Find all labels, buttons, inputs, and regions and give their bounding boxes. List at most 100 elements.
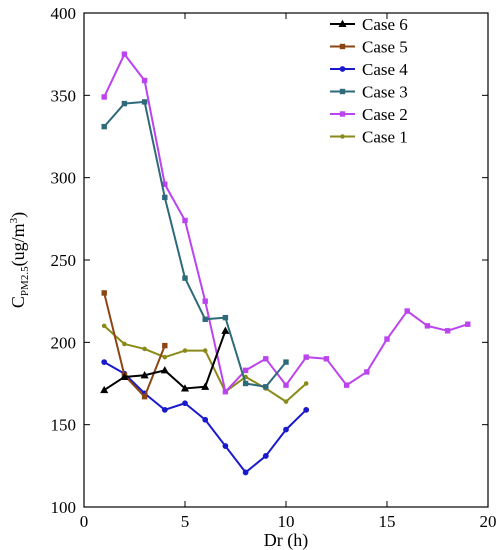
data-point-case-2 bbox=[202, 298, 208, 304]
y-tick-label: 250 bbox=[51, 251, 77, 270]
legend-item-case-5: Case 5 bbox=[330, 38, 408, 57]
data-point-case-6 bbox=[221, 326, 230, 334]
data-point-case-2 bbox=[182, 217, 188, 224]
data-point-case-3 bbox=[202, 316, 208, 322]
x-tick-label: 15 bbox=[379, 512, 396, 531]
series-line-case-1 bbox=[103, 325, 307, 403]
legend-swatch-marker bbox=[339, 43, 346, 50]
data-point-case-5 bbox=[101, 290, 107, 296]
series-line-case-2 bbox=[103, 53, 469, 393]
legend-item-case-4: Case 4 bbox=[330, 60, 408, 79]
data-point-case-2 bbox=[404, 308, 410, 314]
legend-label: Case 1 bbox=[362, 128, 408, 147]
data-point-case-3 bbox=[283, 359, 289, 365]
data-point-case-4 bbox=[161, 406, 168, 413]
data-point-case-3 bbox=[141, 99, 148, 105]
x-tick-label: 10 bbox=[278, 512, 295, 531]
data-point-case-6 bbox=[201, 382, 210, 390]
y-axis-label-sub: PM2.5 bbox=[19, 266, 31, 296]
x-tick-label: 0 bbox=[80, 512, 89, 531]
data-point-case-6 bbox=[100, 385, 109, 394]
data-point-case-1 bbox=[162, 354, 168, 360]
data-point-case-3 bbox=[101, 123, 107, 130]
y-axis-label-sup: 3 bbox=[8, 217, 20, 223]
data-point-case-6 bbox=[180, 384, 190, 392]
data-point-case-3 bbox=[222, 314, 229, 321]
data-point-case-2 bbox=[465, 321, 471, 327]
data-point-case-1 bbox=[101, 323, 107, 329]
y-axis-label-close: ) bbox=[8, 212, 29, 218]
series-layer bbox=[100, 51, 471, 476]
y-tick-label: 150 bbox=[51, 416, 77, 435]
data-point-case-4 bbox=[101, 359, 108, 365]
x-tick-label: 5 bbox=[181, 512, 190, 531]
data-point-case-6 bbox=[120, 372, 129, 380]
y-tick-label: 400 bbox=[51, 4, 77, 23]
y-axis-label: CPM2.5(ug/m3) bbox=[8, 212, 31, 308]
legend-item-case-1: Case 1 bbox=[330, 128, 408, 147]
legend-item-case-3: Case 3 bbox=[330, 83, 408, 102]
legend-label: Case 2 bbox=[362, 105, 408, 124]
data-point-case-4 bbox=[242, 469, 249, 476]
x-tick-label: 20 bbox=[480, 512, 497, 531]
data-point-case-2 bbox=[141, 77, 148, 84]
legend-label: Case 3 bbox=[362, 83, 408, 102]
legend-swatch-marker bbox=[339, 111, 346, 117]
data-point-case-6 bbox=[160, 366, 169, 374]
data-point-case-2 bbox=[424, 323, 431, 329]
legend-label: Case 4 bbox=[362, 60, 408, 79]
data-point-case-3 bbox=[263, 384, 269, 390]
legend-swatch-marker bbox=[340, 134, 345, 139]
data-point-case-6 bbox=[140, 371, 149, 379]
y-axis-label-unit: (ug/m bbox=[8, 223, 29, 266]
data-point-case-2 bbox=[343, 382, 350, 388]
data-point-case-3 bbox=[242, 380, 249, 387]
data-point-case-2 bbox=[242, 367, 249, 374]
data-point-case-4 bbox=[262, 453, 269, 459]
y-tick-label: 100 bbox=[51, 498, 77, 517]
y-tick-label: 300 bbox=[51, 169, 77, 188]
plot-frame bbox=[83, 12, 489, 508]
data-point-case-1 bbox=[182, 348, 188, 353]
series-line-case-6 bbox=[103, 330, 227, 391]
data-point-case-1 bbox=[142, 346, 147, 352]
series-case-3 bbox=[101, 99, 289, 390]
data-point-case-5 bbox=[162, 342, 168, 349]
y-tick-label: 350 bbox=[51, 86, 77, 105]
x-axis-label: Dr (h) bbox=[264, 530, 308, 550]
data-point-case-3 bbox=[162, 194, 168, 201]
series-line-case-5 bbox=[103, 292, 166, 398]
data-point-case-3 bbox=[121, 100, 128, 107]
series-case-2 bbox=[101, 51, 471, 395]
legend-label: Case 5 bbox=[362, 38, 408, 57]
plot-area bbox=[83, 12, 489, 508]
data-point-case-2 bbox=[101, 94, 107, 100]
series-case-1 bbox=[101, 323, 309, 404]
data-point-case-1 bbox=[283, 399, 289, 404]
data-point-case-2 bbox=[263, 356, 269, 362]
data-point-case-1 bbox=[303, 381, 309, 386]
series-line-case-3 bbox=[103, 100, 287, 388]
y-axis: 100 150 200 250 300 350 400 bbox=[51, 4, 488, 517]
data-point-case-2 bbox=[323, 356, 330, 362]
data-point-case-2 bbox=[303, 354, 309, 360]
y-tick-label: 200 bbox=[51, 333, 77, 352]
data-point-case-4 bbox=[182, 400, 188, 407]
legend-item-case-6: Case 6 bbox=[330, 15, 408, 34]
data-point-case-3 bbox=[182, 275, 188, 281]
data-point-case-2 bbox=[121, 51, 128, 57]
data-point-case-2 bbox=[384, 336, 390, 342]
legend-label: Case 6 bbox=[362, 15, 408, 34]
legend-swatch-marker bbox=[339, 66, 346, 72]
data-point-case-4 bbox=[303, 406, 310, 413]
data-point-case-1 bbox=[122, 341, 127, 347]
data-point-case-4 bbox=[222, 443, 229, 449]
series-case-6 bbox=[100, 326, 230, 394]
x-axis: 0 5 10 15 20 bbox=[80, 13, 497, 531]
legend: Case 6 Case 5 Case 4 Case 3 Case 2 Case 1 bbox=[330, 15, 408, 147]
y-axis-label-main: C bbox=[8, 296, 28, 308]
data-point-case-5 bbox=[141, 393, 148, 400]
legend-item-case-2: Case 2 bbox=[330, 105, 408, 124]
svg-text:CPM2.5(ug/m3): CPM2.5(ug/m3) bbox=[8, 212, 31, 308]
